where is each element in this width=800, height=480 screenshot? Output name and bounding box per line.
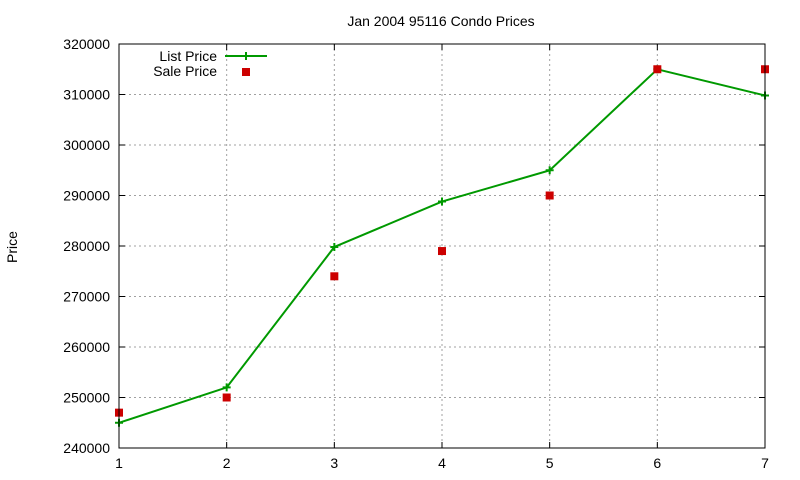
sale-price-point <box>222 393 231 402</box>
y-tick-label: 250000 <box>63 390 110 406</box>
chart-title: Jan 2004 95116 Condo Prices <box>347 13 534 29</box>
y-axis-title: Price <box>4 231 20 263</box>
plot-frame <box>118 43 766 449</box>
legend-swatch-sale-price <box>242 68 250 76</box>
sale-price-point <box>330 272 339 281</box>
y-tick-label: 280000 <box>63 238 110 254</box>
x-tick-label: 3 <box>330 455 338 471</box>
y-tick-label: 300000 <box>63 137 110 153</box>
axis-ticks: 240000 250000 260000 270000 280000 290000 3000… <box>63 36 769 471</box>
list-price-point <box>438 197 446 206</box>
legend-label-sale-price: Sale Price <box>153 63 217 79</box>
x-tick-label: 4 <box>438 455 446 471</box>
list-price-point <box>222 383 231 392</box>
y-tick-label: 290000 <box>63 188 110 204</box>
y-tick-label: 270000 <box>63 289 110 305</box>
list-price-point <box>545 166 554 175</box>
sale-price-point <box>438 247 446 256</box>
legend-label-list-price: List Price <box>159 48 217 64</box>
y-tick-label: 310000 <box>63 87 110 103</box>
x-tick-label: 2 <box>223 455 231 471</box>
x-tick-label: 7 <box>761 455 769 471</box>
y-tick-label: 240000 <box>63 440 110 456</box>
sale-price-point <box>653 65 662 74</box>
legend-marker-list-price <box>242 52 250 60</box>
list-price-point <box>330 243 339 252</box>
x-tick-label: 1 <box>115 455 123 471</box>
x-tick-label: 6 <box>653 455 661 471</box>
sale-price-point <box>545 191 554 200</box>
y-tick-label: 320000 <box>63 36 110 52</box>
y-tick-label: 260000 <box>63 339 110 355</box>
x-tick-label: 5 <box>546 455 554 471</box>
grid-lines <box>119 44 765 448</box>
